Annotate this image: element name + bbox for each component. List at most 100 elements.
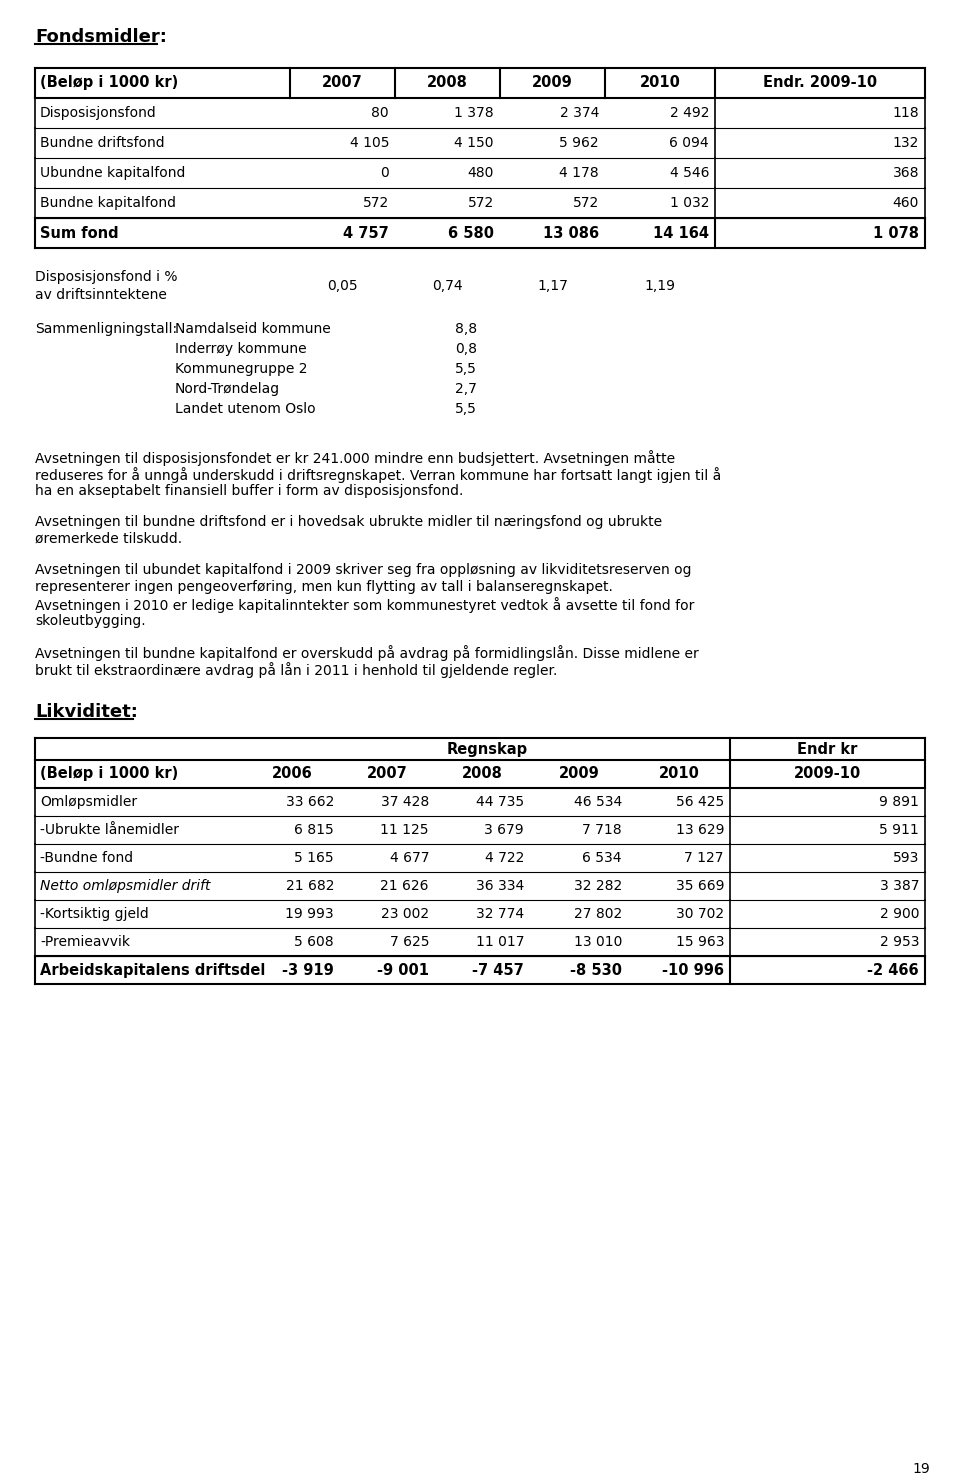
Text: Endr kr: Endr kr [798,742,857,757]
Text: 23 002: 23 002 [381,907,429,922]
Text: 5 911: 5 911 [879,824,919,837]
Text: Avsetningen til bundne driftsfond er i hovedsak ubrukte midler til næringsfond o: Avsetningen til bundne driftsfond er i h… [35,515,662,528]
Text: 0,74: 0,74 [432,279,463,292]
Text: 15 963: 15 963 [676,935,724,948]
Text: 1 078: 1 078 [873,226,919,240]
Text: 46 534: 46 534 [574,795,622,809]
Text: 7 625: 7 625 [390,935,429,948]
Text: Disposisjonsfond i %: Disposisjonsfond i % [35,270,178,283]
Text: skoleutbygging.: skoleutbygging. [35,614,146,628]
Text: 13 629: 13 629 [676,824,724,837]
Text: 21 682: 21 682 [285,879,334,893]
Text: 593: 593 [893,850,919,865]
Text: 572: 572 [468,196,494,211]
Text: Nord-Trøndelag: Nord-Trøndelag [175,381,280,396]
Text: Inderrøy kommune: Inderrøy kommune [175,341,306,356]
Text: 35 669: 35 669 [676,879,724,893]
Text: 32 774: 32 774 [476,907,524,922]
Text: 4 757: 4 757 [344,226,389,240]
Text: 30 702: 30 702 [676,907,724,922]
Text: 44 735: 44 735 [476,795,524,809]
Text: 5 962: 5 962 [560,137,599,150]
Text: Endr. 2009-10: Endr. 2009-10 [763,76,877,91]
Text: -2 466: -2 466 [868,963,919,978]
Text: 2006: 2006 [272,766,313,781]
Text: 4 178: 4 178 [560,166,599,180]
Text: -8 530: -8 530 [570,963,622,978]
Text: Omløpsmidler: Omløpsmidler [40,795,137,809]
Text: 11 017: 11 017 [475,935,524,948]
Text: Landet utenom Oslo: Landet utenom Oslo [175,402,316,416]
Text: 2008: 2008 [427,76,468,91]
Text: 3 679: 3 679 [485,824,524,837]
Text: 460: 460 [893,196,919,211]
Text: 4 722: 4 722 [485,850,524,865]
Text: -Bundne fond: -Bundne fond [40,850,133,865]
Text: 2009-10: 2009-10 [794,766,861,781]
Text: 132: 132 [893,137,919,150]
Text: 19 993: 19 993 [285,907,334,922]
Text: 1,17: 1,17 [537,279,568,292]
Text: Bundne kapitalfond: Bundne kapitalfond [40,196,176,211]
Text: 11 125: 11 125 [380,824,429,837]
Text: 368: 368 [893,166,919,180]
Text: 0,05: 0,05 [327,279,358,292]
Text: 0: 0 [380,166,389,180]
Text: ha en akseptabelt finansiell buffer i form av disposisjonsfond.: ha en akseptabelt finansiell buffer i fo… [35,484,464,499]
Text: 118: 118 [893,105,919,120]
Text: 33 662: 33 662 [286,795,334,809]
Text: representerer ingen pengeoverføring, men kun flytting av tall i balanseregnskape: representerer ingen pengeoverføring, men… [35,580,612,594]
Text: 1,19: 1,19 [644,279,676,292]
Text: 2 900: 2 900 [879,907,919,922]
Text: 13 086: 13 086 [542,226,599,240]
Text: 2007: 2007 [367,766,408,781]
Text: 572: 572 [363,196,389,211]
Text: 9 891: 9 891 [879,795,919,809]
Text: Arbeidskapitalens driftsdel: Arbeidskapitalens driftsdel [40,963,265,978]
Text: 2 492: 2 492 [669,105,709,120]
Text: 0,8: 0,8 [455,341,477,356]
Text: -Ubrukte lånemidler: -Ubrukte lånemidler [40,824,179,837]
Text: 21 626: 21 626 [380,879,429,893]
Text: Sum fond: Sum fond [40,226,119,240]
Text: Fondsmidler:: Fondsmidler: [35,28,167,46]
Text: 6 580: 6 580 [448,226,494,240]
Text: 6 534: 6 534 [583,850,622,865]
Text: Avsetningen til bundne kapitalfond er overskudd på avdrag på formidlingslån. Dis: Avsetningen til bundne kapitalfond er ov… [35,646,699,660]
Text: Sammenligningstall:: Sammenligningstall: [35,322,178,335]
Text: (Beløp i 1000 kr): (Beløp i 1000 kr) [40,766,179,781]
Text: 32 282: 32 282 [574,879,622,893]
Text: Regnskap: Regnskap [447,742,528,757]
Text: 5,5: 5,5 [455,362,477,375]
Text: brukt til ekstraordinære avdrag på lån i 2011 i henhold til gjeldende regler.: brukt til ekstraordinære avdrag på lån i… [35,662,558,678]
Text: Likviditet:: Likviditet: [35,703,138,721]
Text: Kommunegruppe 2: Kommunegruppe 2 [175,362,307,375]
Text: -10 996: -10 996 [662,963,724,978]
Text: 19: 19 [912,1462,930,1477]
Text: reduseres for å unngå underskudd i driftsregnskapet. Verran kommune har fortsatt: reduseres for å unngå underskudd i drift… [35,467,721,482]
Text: 36 334: 36 334 [476,879,524,893]
Text: 8,8: 8,8 [455,322,477,335]
Text: 27 802: 27 802 [574,907,622,922]
Text: 37 428: 37 428 [381,795,429,809]
Text: (Beløp i 1000 kr): (Beløp i 1000 kr) [40,76,179,91]
Text: 1 378: 1 378 [454,105,494,120]
Text: Avsetningen til disposisjonsfondet er kr 241.000 mindre enn budsjettert. Avsetni: Avsetningen til disposisjonsfondet er kr… [35,450,675,466]
Text: av driftsinntektene: av driftsinntektene [35,288,167,303]
Text: 14 164: 14 164 [653,226,709,240]
Text: 2010: 2010 [659,766,700,781]
Text: -Premieavvik: -Premieavvik [40,935,130,948]
Text: 4 677: 4 677 [390,850,429,865]
Text: -Kortsiktig gjeld: -Kortsiktig gjeld [40,907,149,922]
Text: 7 127: 7 127 [684,850,724,865]
Text: 6 094: 6 094 [669,137,709,150]
Text: Netto omløpsmidler drift: Netto omløpsmidler drift [40,879,210,893]
Text: Avsetningen til ubundet kapitalfond i 2009 skriver seg fra oppløsning av likvidi: Avsetningen til ubundet kapitalfond i 20… [35,562,691,577]
Text: øremerkede tilskudd.: øremerkede tilskudd. [35,531,182,546]
Text: 3 387: 3 387 [879,879,919,893]
Text: 2007: 2007 [323,76,363,91]
Text: 1 032: 1 032 [669,196,709,211]
Text: 4 150: 4 150 [454,137,494,150]
Text: 13 010: 13 010 [574,935,622,948]
Text: Bundne driftsfond: Bundne driftsfond [40,137,164,150]
